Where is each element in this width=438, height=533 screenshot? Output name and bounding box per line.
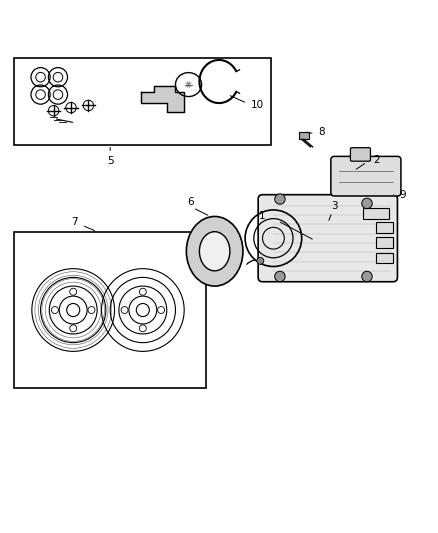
- Bar: [14, 232, 206, 389]
- Bar: [376, 237, 393, 248]
- Circle shape: [362, 198, 372, 208]
- Bar: [376, 253, 393, 263]
- Text: 2: 2: [374, 155, 380, 165]
- Bar: [376, 222, 393, 232]
- Circle shape: [257, 257, 264, 264]
- FancyBboxPatch shape: [350, 148, 371, 161]
- Text: 6: 6: [187, 197, 194, 207]
- Text: 9: 9: [399, 190, 406, 200]
- Text: 1: 1: [259, 212, 266, 221]
- Circle shape: [275, 194, 285, 204]
- Bar: [14, 58, 271, 144]
- Bar: [363, 208, 389, 219]
- Text: 8: 8: [318, 126, 325, 136]
- Text: 5: 5: [107, 156, 113, 166]
- FancyBboxPatch shape: [258, 195, 397, 282]
- Text: 10: 10: [251, 100, 264, 110]
- Text: 3: 3: [331, 201, 337, 212]
- Ellipse shape: [199, 232, 230, 271]
- FancyBboxPatch shape: [331, 156, 401, 196]
- Circle shape: [275, 271, 285, 282]
- Polygon shape: [141, 86, 184, 112]
- Text: 7: 7: [71, 217, 78, 227]
- Circle shape: [362, 271, 372, 282]
- Ellipse shape: [186, 216, 243, 286]
- Bar: [299, 133, 309, 140]
